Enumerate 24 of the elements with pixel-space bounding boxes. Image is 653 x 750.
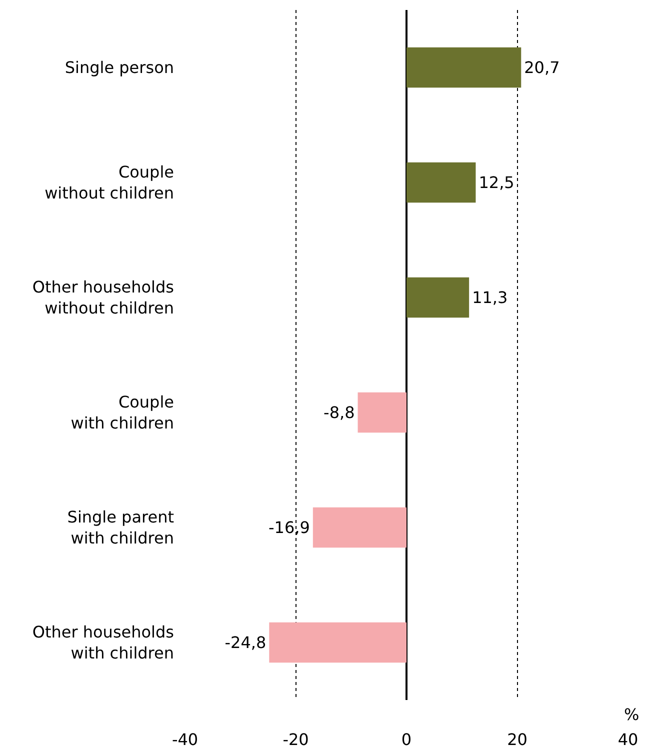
x-axis-title: % <box>624 705 640 724</box>
y-tick-label: Other households without children <box>32 278 174 318</box>
y-tick-label: Single person <box>64 58 174 78</box>
bar <box>406 162 476 203</box>
data-label: -16,9 <box>268 518 310 538</box>
data-label: -24,8 <box>224 633 266 652</box>
y-tick-label: Other households with children <box>32 622 174 662</box>
bar <box>312 507 406 548</box>
x-tick-label: -20 <box>282 730 309 749</box>
x-tick-label: 40 <box>618 730 638 749</box>
y-tick-label: Couple with children <box>66 392 174 432</box>
data-label: 12,5 <box>478 173 514 192</box>
data-label: -8,8 <box>324 403 355 422</box>
bar <box>406 47 522 88</box>
x-tick-label: 20 <box>507 730 528 749</box>
x-tick-label: -40 <box>172 730 198 749</box>
data-label: 20,7 <box>524 58 560 78</box>
x-tick-label: 0 <box>401 730 412 749</box>
bar <box>269 622 406 663</box>
y-tick-label: Couple without children <box>39 162 174 202</box>
bar <box>358 392 406 433</box>
y-tick-label: Single parent with children <box>67 508 174 548</box>
bar <box>406 277 470 318</box>
data-label: 11,3 <box>472 288 508 308</box>
